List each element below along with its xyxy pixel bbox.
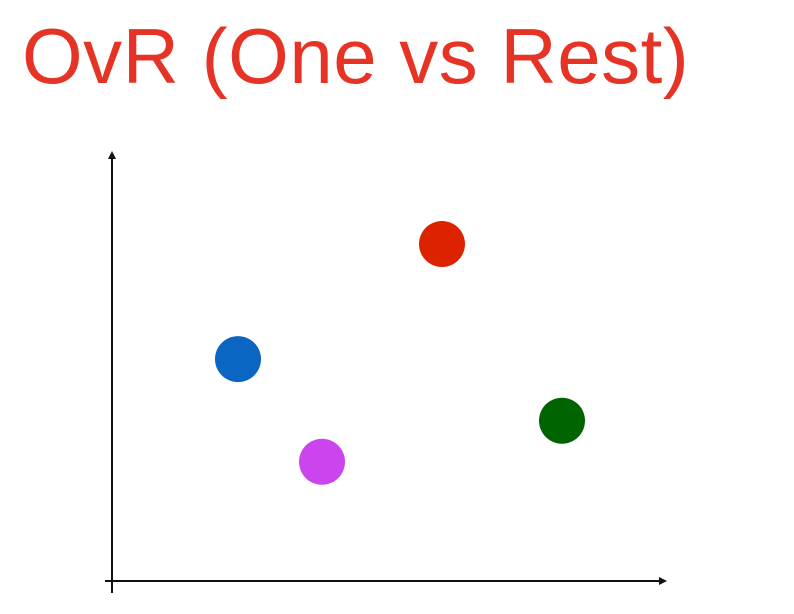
- data-point-3: [539, 397, 585, 444]
- data-point-1: [419, 221, 465, 267]
- data-point-2: [215, 336, 261, 383]
- data-points: [215, 221, 585, 485]
- data-point-4: [299, 438, 345, 485]
- slide-title: OvR (One vs Rest): [22, 12, 690, 100]
